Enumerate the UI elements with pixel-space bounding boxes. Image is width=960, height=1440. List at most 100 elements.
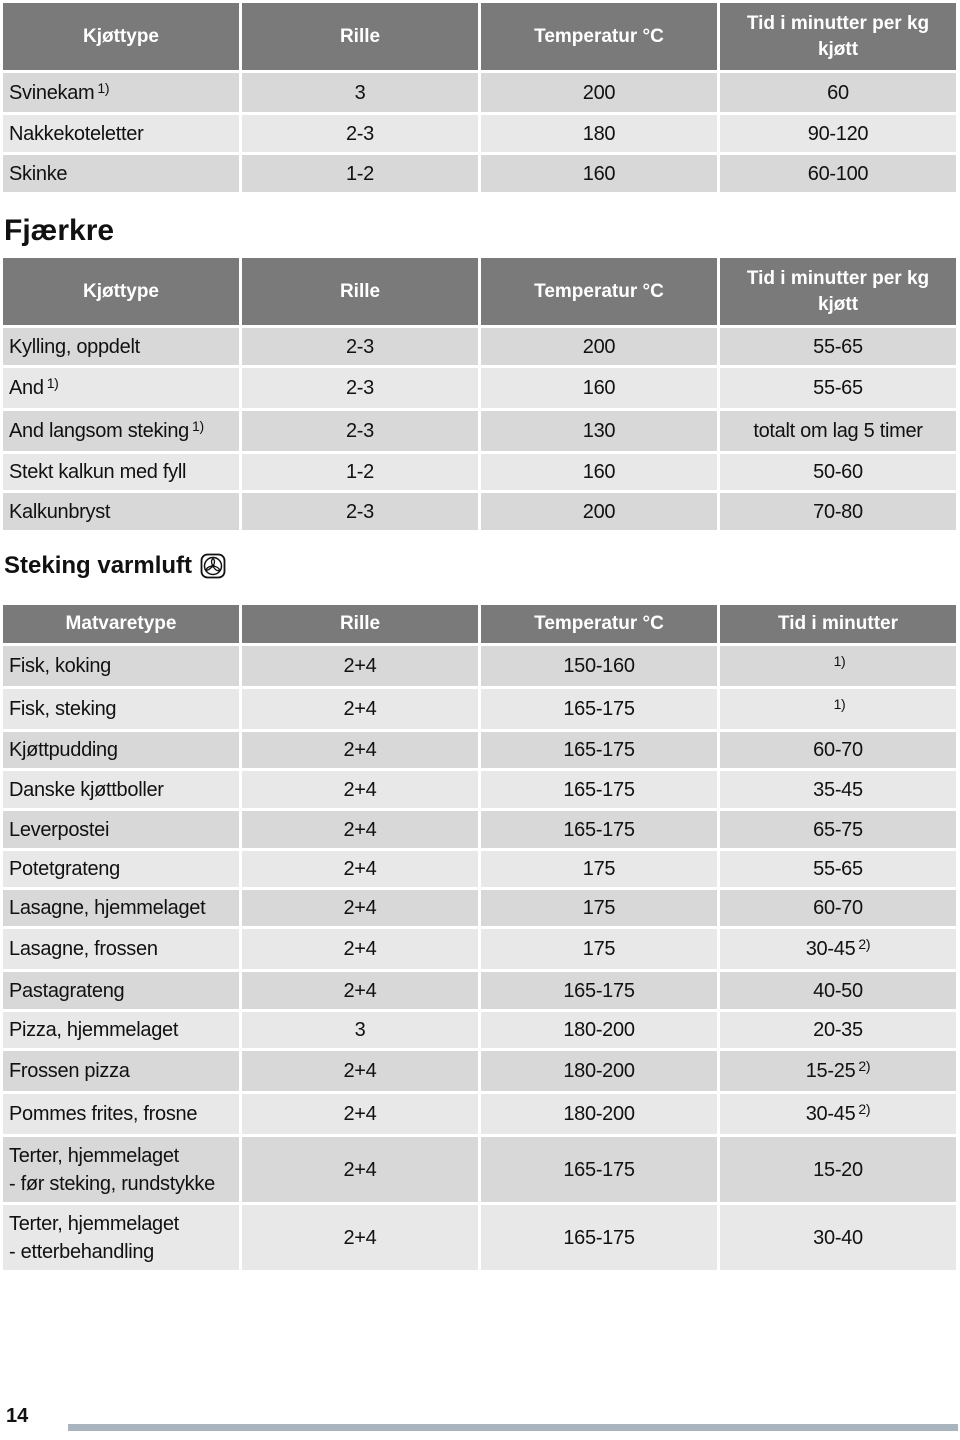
col-header: Rille <box>242 605 478 643</box>
time-value: 60 <box>827 81 849 104</box>
cell-name: Danske kjøttboller <box>3 771 239 808</box>
cell-time: 55-65 <box>720 368 956 408</box>
table-row: Kylling, oppdelt 2-3 200 55-65 <box>3 328 956 365</box>
item-name: Terter, hjemmelaget <box>9 1212 179 1235</box>
row-spacer <box>3 686 956 689</box>
item-name: And <box>9 377 44 399</box>
col-header: Kjøttype <box>3 258 239 325</box>
cell-temperature: 175 <box>481 929 717 969</box>
cell-name: Svinekam 1) <box>3 73 239 112</box>
row-spacer <box>3 969 956 972</box>
page-number: 14 <box>6 1405 29 1427</box>
cell-temperature: 165-175 <box>481 689 717 729</box>
row-spacer <box>3 70 956 73</box>
cell-temperature: 165-175 <box>481 1137 717 1202</box>
cell-time: 30-45 2) <box>720 1094 956 1134</box>
col-header: Tid i minutter per kg kjøtt <box>720 258 956 325</box>
row-spacer <box>3 887 956 890</box>
item-name: Kalkunbryst <box>9 500 111 523</box>
cell-temperature: 160 <box>481 155 717 192</box>
cell-temperature: 180-200 <box>481 1051 717 1091</box>
cell-time: 55-65 <box>720 851 956 887</box>
section-title-poultry: Fjærkre <box>4 214 115 247</box>
cell-time: 50-60 <box>720 454 956 490</box>
item-name: Skinke <box>9 162 68 185</box>
table-row: And langsom steking 1) 2-3 130 totalt om lag… <box>3 411 956 451</box>
cell-time: 60-100 <box>720 155 956 192</box>
cell-temperature: 175 <box>481 890 717 926</box>
cell-temperature: 165-175 <box>481 811 717 848</box>
time-value: 20-35 <box>813 1019 863 1041</box>
cell-time: 60-70 <box>720 890 956 926</box>
cell-temperature: 180 <box>481 115 717 152</box>
time-value: 35-45 <box>813 778 863 801</box>
table-row: Lasagne, frossen 2+4 175 30-45 2) <box>3 929 956 969</box>
col-header: Tid i minutter <box>720 605 956 643</box>
cell-rille: 2+4 <box>242 890 478 926</box>
cell-name: Fisk, koking <box>3 646 239 686</box>
section-title-convection: Steking varmluft <box>4 552 226 580</box>
cell-time: 15-20 <box>720 1137 956 1202</box>
col-header: Temperatur °C <box>481 3 717 70</box>
row-spacer <box>3 926 956 929</box>
table-row: Kjøttpudding 2+4 165-175 60-70 <box>3 732 956 768</box>
row-spacer <box>3 729 956 732</box>
cell-temperature: 130 <box>481 411 717 451</box>
cell-time: 40-50 <box>720 972 956 1009</box>
item-name: Kjøttpudding <box>9 739 118 761</box>
cell-rille: 2+4 <box>242 689 478 729</box>
item-name: Potetgrateng <box>9 858 120 880</box>
cell-name: Leverpostei <box>3 811 239 848</box>
table-row: Pastagrateng 2+4 165-175 40-50 <box>3 972 956 1009</box>
col-header: Rille <box>242 258 478 325</box>
time-value: 65-75 <box>813 818 863 841</box>
time-value: totalt om lag 5 timer <box>753 420 923 442</box>
cell-temperature: 180-200 <box>481 1094 717 1134</box>
row-spacer <box>3 1048 956 1051</box>
col-header: Matvaretype <box>3 605 239 643</box>
time-value: 15-25 <box>805 1060 856 1082</box>
cell-temperature: 150-160 <box>481 646 717 686</box>
cell-temperature: 200 <box>481 493 717 530</box>
row-spacer <box>3 643 956 646</box>
footer-rule <box>68 1424 958 1431</box>
cell-rille: 2+4 <box>242 646 478 686</box>
cell-rille: 2-3 <box>242 115 478 152</box>
table-row: Fisk, steking 2+4 165-175 1) <box>3 689 956 729</box>
cell-time: 60-70 <box>720 732 956 768</box>
cell-time: 30-40 <box>720 1205 956 1270</box>
row-spacer <box>3 451 956 454</box>
cell-name: Stekt kalkun med fyll <box>3 454 239 490</box>
table-row: Kalkunbryst 2-3 200 70-80 <box>3 493 956 530</box>
cell-temperature: 165-175 <box>481 771 717 808</box>
table-row: Potetgrateng 2+4 175 55-65 <box>3 851 956 887</box>
item-name: Terter, hjemmelaget <box>9 1144 179 1167</box>
cell-rille: 1-2 <box>242 454 478 490</box>
table-header-row: Kjøttype Rille Temperatur °C Tid i minut… <box>3 258 956 325</box>
footnote-marker: 2) <box>858 1101 871 1117</box>
col-header: Tid i minutter per kg kjøtt <box>720 3 956 70</box>
footnote-marker: 1) <box>97 79 110 96</box>
item-name: Fisk, steking <box>9 698 117 720</box>
cell-rille: 2-3 <box>242 411 478 451</box>
item-name: Kylling, oppdelt <box>9 335 140 358</box>
item-name: Lasagne, hjemmelaget <box>9 897 206 919</box>
cell-name: And langsom steking 1) <box>3 411 239 451</box>
cell-name: Terter, hjemmelaget - etterbehandling <box>3 1205 239 1270</box>
table-row: Leverpostei 2+4 165-175 65-75 <box>3 811 956 848</box>
row-spacer <box>3 112 956 115</box>
footnote-marker: 2) <box>858 1058 871 1074</box>
table-header-row: Kjøttype Rille Temperatur °C Tid i minut… <box>3 3 956 70</box>
item-name: Pommes frites, frosne <box>9 1103 198 1125</box>
time-value: 60-70 <box>813 739 863 761</box>
cell-temperature: 165-175 <box>481 972 717 1009</box>
cell-time: 1) <box>720 689 956 729</box>
col-header: Temperatur °C <box>481 605 717 643</box>
item-name: Danske kjøttboller <box>9 778 164 801</box>
cell-rille: 2+4 <box>242 1137 478 1202</box>
col-header: Rille <box>242 3 478 70</box>
cell-rille: 2+4 <box>242 811 478 848</box>
cell-name: Pizza, hjemmelaget <box>3 1012 239 1048</box>
cell-name: Skinke <box>3 155 239 192</box>
item-name: Svinekam <box>9 81 95 104</box>
